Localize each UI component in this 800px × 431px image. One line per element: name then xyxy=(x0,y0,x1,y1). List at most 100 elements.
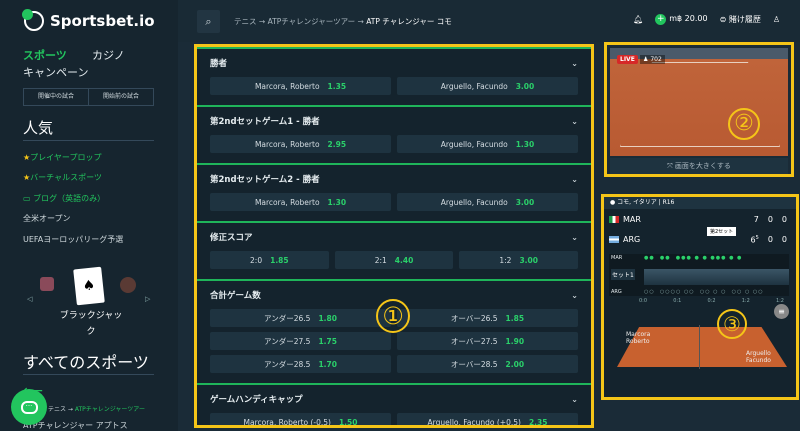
bell-icon[interactable]: 🔔︎ xyxy=(633,15,644,24)
momentum-timeline: MAR ●● ●● ●●● ● ● ●●● ● ● セット1 ARG ○○ ○○… xyxy=(609,254,789,296)
chevron-down-icon[interactable]: ⌄ xyxy=(571,174,578,184)
odds-value: 1.80 xyxy=(318,313,337,323)
slot-icon[interactable] xyxy=(40,277,54,291)
net xyxy=(699,325,700,369)
odds-value: 4.40 xyxy=(394,255,414,265)
odds-button[interactable]: Marcora, Roberto 1.30 xyxy=(210,193,391,211)
user-icon: ♟ xyxy=(643,56,649,63)
selection-label: Arguello, Facundo xyxy=(440,139,508,149)
odds-button[interactable]: オーバー27.5 1.90 xyxy=(397,332,578,350)
sidebar-current-link[interactable]: ATPチャレンジャー アプトス xyxy=(23,421,128,430)
carousel-next-icon[interactable]: ▷ xyxy=(145,295,151,303)
odds-row: Marcora, Roberto 1.35 Arguello, Facundo 3.0… xyxy=(210,77,578,95)
odds-button[interactable]: アンダー26.5 1.80 xyxy=(210,309,391,327)
blackjack-card-icon[interactable]: ♠ xyxy=(73,266,105,306)
search-button[interactable]: ⌕ xyxy=(197,10,220,33)
odds-row: Marcora, Roberto (-0.5) 1.50 Arguello, Fac… xyxy=(210,413,578,427)
market-header[interactable]: ゲームハンディキャップ ⌄ xyxy=(210,385,578,413)
list-icon: ⊜ xyxy=(719,15,727,24)
video-player[interactable]: LIVE ♟ 702 ② xyxy=(610,48,788,156)
roulette-icon[interactable] xyxy=(120,277,136,293)
odds-button[interactable]: アンダー28.5 1.70 xyxy=(210,355,391,373)
tennis-ball-icon: ● xyxy=(610,199,618,206)
odds-row: Marcora, Roberto 2.95 Arguello, Facundo 1.3… xyxy=(210,135,578,153)
market-section: 合計ゲーム数 ⌄ アンダー26.5 1.80 オーバー26.5 1.85 アンダー27.5 1… xyxy=(197,279,591,383)
carousel-prev-icon[interactable]: ◁ xyxy=(27,295,33,303)
live-tabs: 開催中の試合 開始前の試合 xyxy=(23,88,154,106)
odds-button[interactable]: Marcora, Roberto 1.35 xyxy=(210,77,391,95)
chevron-down-icon[interactable]: ⌄ xyxy=(571,116,578,126)
odds-button[interactable]: アンダー27.5 1.75 xyxy=(210,332,391,350)
chevron-down-icon[interactable]: ⌄ xyxy=(571,290,578,300)
tab-live[interactable]: 開催中の試合 xyxy=(24,89,89,105)
expand-button[interactable]: ⤧ 画面を大きくする xyxy=(610,158,788,174)
viewer-count: ♟ 702 xyxy=(640,55,665,64)
selection-label: Arguello, Facundo xyxy=(440,81,508,91)
divider xyxy=(23,374,154,375)
sidebar-link-player-props[interactable]: ★プレイヤープロップ xyxy=(23,153,102,162)
user-icon[interactable]: ♙ xyxy=(772,15,780,24)
market-header[interactable]: 勝者 ⌄ xyxy=(210,49,578,77)
plus-icon: + xyxy=(655,14,667,25)
odds-button[interactable]: 2:1 4.40 xyxy=(334,251,454,269)
selection-label: Marcora, Roberto xyxy=(254,139,320,149)
odds-button[interactable]: オーバー28.5 2.00 xyxy=(397,355,578,373)
sidebar-link-blog[interactable]: ▭ ブログ（英語のみ） xyxy=(23,194,106,203)
annotation-2: ② xyxy=(728,108,760,140)
sidebar-link-us-open[interactable]: 全米オープン xyxy=(23,214,71,223)
odds-button[interactable]: オーバー26.5 1.85 xyxy=(397,309,578,327)
market-title: ゲームハンディキャップ xyxy=(210,395,303,405)
logo[interactable]: Sportsbet.io xyxy=(22,9,155,31)
nav-campaign[interactable]: キャンペーン xyxy=(23,66,89,79)
odds-button[interactable]: 2:0 1.85 xyxy=(210,251,329,269)
selection-label: オーバー28.5 xyxy=(450,359,498,369)
odds-value: 1.35 xyxy=(327,81,347,91)
set-tooltip: 第2セット xyxy=(707,227,737,236)
nav-casino[interactable]: カジノ xyxy=(92,49,125,62)
chevron-down-icon[interactable]: ⌄ xyxy=(571,394,578,404)
sidebar: Sportsbet.io スポーツ カジノ キャンペーン 開催中の試合 開始前の… xyxy=(0,0,178,431)
odds-button[interactable]: Arguello, Facundo 1.30 xyxy=(397,135,578,153)
market-header[interactable]: 第2ndセットゲーム1 - 勝者 ⌄ xyxy=(210,107,578,135)
balance[interactable]: + m฿ 20.00 xyxy=(655,14,708,25)
odds-value: 3.00 xyxy=(515,81,535,91)
odds-button[interactable]: Arguello, Facundo 3.00 xyxy=(397,193,578,211)
market-header[interactable]: 合計ゲーム数 ⌄ xyxy=(210,281,578,309)
bet-history-button[interactable]: ⊜ 賭け履歴 xyxy=(719,15,761,24)
odds-button[interactable]: Arguello, Facundo 3.00 xyxy=(397,77,578,95)
market-header[interactable]: 修正スコア ⌄ xyxy=(210,223,578,251)
set-select[interactable]: セット1 xyxy=(611,269,635,280)
court-player-2: Arguello Facundo xyxy=(746,350,771,364)
selection-label: 1:2 xyxy=(499,255,512,265)
chevron-down-icon[interactable]: ⌄ xyxy=(571,58,578,68)
odds-value: 2.00 xyxy=(505,359,525,369)
chat-button[interactable]: ··· xyxy=(11,389,47,425)
odds-value: 1.70 xyxy=(318,359,337,369)
market-header[interactable]: 第2ndセットゲーム2 - 勝者 ⌄ xyxy=(210,165,578,193)
odds-button[interactable]: Arguello, Facundo (+0.5) 2.35 xyxy=(397,413,578,425)
selection-label: Marcora, Roberto xyxy=(254,197,320,207)
selection-label: Marcora, Roberto (-0.5) xyxy=(243,417,331,427)
odds-row: アンダー26.5 1.80 オーバー26.5 1.85 xyxy=(210,309,578,327)
sidebar-link-virtual[interactable]: ★バーチャルスポーツ xyxy=(23,173,102,182)
selection-label: アンダー26.5 xyxy=(264,313,311,323)
odds-button[interactable]: 1:2 3.00 xyxy=(459,251,579,269)
odds-value: 1.85 xyxy=(505,313,525,323)
odds-value: 1.30 xyxy=(515,139,535,149)
argentina-flag-icon xyxy=(609,236,619,243)
divider xyxy=(23,140,154,141)
chevron-down-icon[interactable]: ⌄ xyxy=(571,232,578,242)
odds-button[interactable]: Marcora, Roberto 2.95 xyxy=(210,135,391,153)
markets-panel: 勝者 ⌄ Marcora, Roberto 1.35 Arguello, Facundo… xyxy=(194,44,594,428)
all-sports-heading: すべてのスポーツ xyxy=(23,353,149,372)
tab-upcoming[interactable]: 開始前の試合 xyxy=(102,93,139,100)
video-stream[interactable]: LIVE ♟ 702 ② ⤧ 画面を大きくする xyxy=(604,42,794,177)
chat-icon: ··· xyxy=(20,400,38,414)
sidebar-link-uefa[interactable]: UEFAヨーロッパリーグ予選 xyxy=(23,235,124,244)
odds-button[interactable]: Marcora, Roberto (-0.5) 1.50 xyxy=(210,413,391,427)
selection-label: アンダー27.5 xyxy=(264,336,311,346)
nav-sports[interactable]: スポーツ xyxy=(23,49,67,62)
menu-button[interactable]: ≡ xyxy=(774,304,789,319)
casino-game-label[interactable]: ブラックジャック xyxy=(59,311,123,337)
